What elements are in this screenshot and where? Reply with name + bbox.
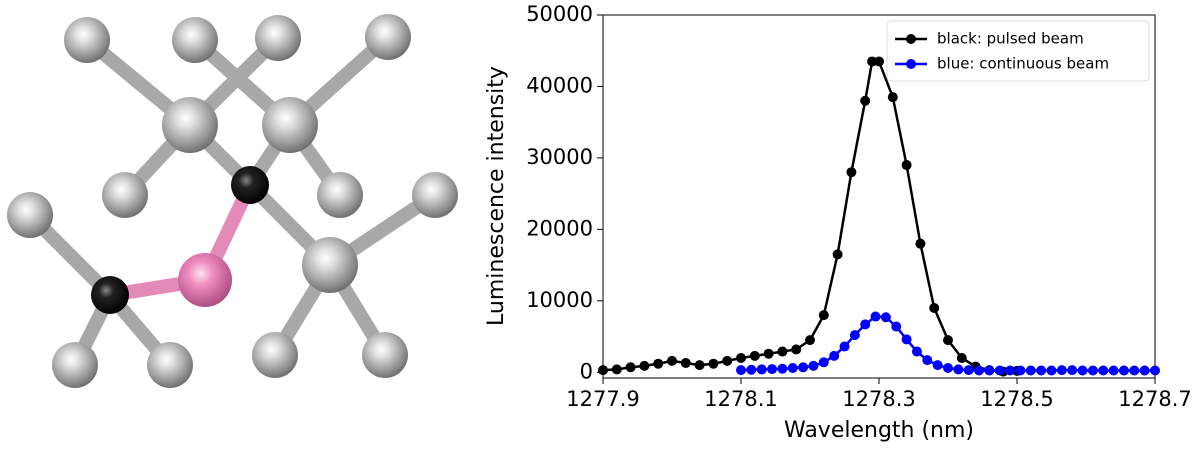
data-point: [1098, 365, 1109, 376]
data-point: [818, 310, 829, 321]
data-point: [736, 365, 746, 376]
data-point: [829, 350, 840, 361]
data-point: [625, 362, 636, 373]
data-point: [880, 312, 891, 323]
data-point: [749, 350, 760, 361]
data-point: [874, 56, 884, 67]
data-point: [901, 334, 912, 345]
data-point: [1118, 365, 1129, 376]
x-tick-label: 1278.7: [1118, 387, 1191, 411]
data-point: [929, 302, 940, 313]
y-tick-label: 0: [580, 359, 593, 383]
y-tick-label: 20000: [526, 216, 593, 240]
data-point: [922, 355, 933, 366]
data-point: [867, 56, 878, 67]
data-point: [1150, 365, 1160, 376]
legend-label: black: pulsed beam: [937, 30, 1084, 48]
bonds: [25, 31, 439, 370]
data-point: [974, 365, 985, 376]
data-point: [1046, 365, 1057, 376]
data-point: [611, 364, 622, 375]
data-point: [963, 365, 974, 376]
x-axis-label: Wavelength (nm): [784, 418, 974, 443]
legend-label: blue: continuous beam: [937, 55, 1109, 73]
data-point: [639, 360, 650, 371]
atom: [178, 253, 232, 307]
series-line: [602, 60, 1018, 373]
data-point: [956, 352, 967, 363]
data-point: [832, 249, 843, 260]
data-point: [870, 311, 881, 322]
data-point: [1087, 365, 1098, 376]
data-point: [1067, 365, 1078, 376]
molecule: [7, 14, 458, 388]
data-point: [994, 365, 1005, 376]
data-point: [791, 344, 802, 355]
legend-box: [886, 20, 1150, 82]
y-tick-label: 30000: [526, 145, 593, 169]
atoms: [7, 14, 458, 388]
data-point: [805, 335, 815, 346]
data-point: [891, 321, 902, 332]
x-tick-label: 1278.1: [704, 387, 777, 411]
data-point: [722, 355, 733, 366]
x-tick-label: 1277.9: [566, 387, 639, 411]
data-point: [984, 365, 995, 376]
data-point: [777, 363, 788, 374]
data-point: [736, 352, 746, 363]
data-point: [798, 362, 809, 373]
legend-marker: [906, 34, 916, 44]
data-point: [767, 364, 778, 375]
data-point: [1005, 365, 1016, 376]
data-point: [598, 365, 608, 376]
data-point: [1056, 365, 1067, 376]
data-point: [746, 364, 757, 375]
atom: [91, 276, 129, 314]
data-point: [932, 360, 943, 371]
data-point: [653, 358, 664, 369]
data-point: [808, 360, 819, 371]
atom: [231, 166, 269, 204]
y-axis-label: Luminescence intensity: [484, 66, 509, 326]
data-point: [943, 362, 953, 373]
x-tick-label: 1278.3: [842, 387, 915, 411]
legend-marker: [906, 59, 916, 69]
data-point: [1077, 365, 1088, 376]
data-point: [763, 348, 774, 359]
data-point: [708, 358, 719, 369]
data-point: [860, 95, 871, 106]
data-point: [1139, 365, 1150, 376]
data-point: [756, 364, 767, 375]
data-point: [1108, 365, 1119, 376]
y-tick-label: 50000: [526, 2, 593, 26]
data-point: [860, 319, 871, 330]
data-point: [846, 167, 857, 178]
data-point: [943, 335, 953, 346]
data-point: [887, 92, 898, 103]
data-point: [818, 357, 829, 368]
data-point: [953, 364, 964, 375]
data-point: [911, 346, 922, 357]
data-point: [777, 346, 788, 357]
y-tick-label: 40000: [526, 73, 593, 97]
data-point: [1036, 365, 1047, 376]
data-point: [680, 357, 691, 368]
data-point: [1129, 365, 1140, 376]
data-point: [839, 341, 850, 352]
data-point: [694, 360, 705, 371]
x-tick-label: 1278.5: [980, 387, 1053, 411]
y-tick-label: 10000: [526, 288, 593, 312]
data-point: [667, 355, 677, 366]
data-point: [1015, 365, 1026, 376]
data-point: [915, 238, 926, 249]
data-point: [1025, 365, 1036, 376]
data-point: [787, 362, 798, 373]
data-point: [849, 330, 860, 341]
data-point: [901, 160, 912, 171]
